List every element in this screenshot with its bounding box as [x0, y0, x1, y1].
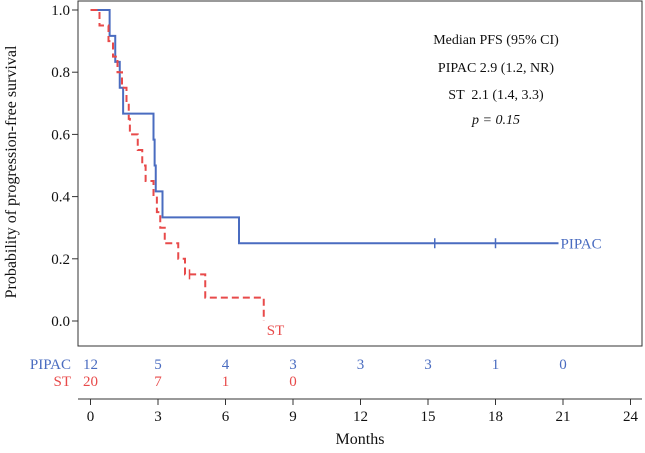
- y-tick-label: 0.0: [51, 314, 70, 330]
- y-tick-label: 0.2: [51, 252, 70, 268]
- p-value: p = 0.15: [471, 113, 520, 128]
- x-tick-label: 12: [353, 409, 368, 425]
- curve-st: [90, 9, 265, 321]
- x-tick-label: 0: [87, 409, 95, 425]
- risk-count-pipac: 1: [492, 357, 500, 373]
- series-end-label-pipac: PIPAC: [561, 236, 602, 252]
- risk-count-st: 7: [154, 374, 162, 390]
- number-at-risk-table: PIPAC 12 5 4 3 3 3 1 0 ST 20 7 1 0: [30, 357, 567, 390]
- x-tick-label: 3: [154, 409, 162, 425]
- risk-count-st: 0: [289, 374, 297, 390]
- x-tick-label: 15: [421, 409, 436, 425]
- y-tick-label: 0.4: [51, 190, 70, 206]
- risk-count-st: 20: [83, 374, 98, 390]
- y-axis-title: Probability of progression-free survival: [3, 45, 20, 298]
- x-tick-label: 24: [623, 409, 639, 425]
- risk-count-pipac: 0: [559, 357, 567, 373]
- x-tick-label: 18: [488, 409, 503, 425]
- x-axis-title: Months: [336, 431, 385, 448]
- risk-count-pipac: 3: [357, 357, 365, 373]
- risk-count-pipac: 3: [424, 357, 432, 373]
- median-pfs-header: Median PFS (95% CI): [433, 33, 559, 48]
- series-end-label-st: ST: [267, 323, 285, 339]
- y-tick-label: 0.8: [51, 65, 70, 81]
- median-pfs-pipac: PIPAC 2.9 (1.2, NR): [438, 61, 555, 76]
- y-tick-label: 0.6: [51, 127, 70, 143]
- survival-curves: PIPAC ST: [90, 9, 602, 339]
- median-pfs-st: ST 2.1 (1.4, 3.3): [448, 88, 544, 103]
- risk-row-label-st: ST: [53, 374, 71, 390]
- x-tick-label: 9: [289, 409, 297, 425]
- risk-row-label-pipac: PIPAC: [30, 357, 71, 373]
- risk-count-pipac: 5: [154, 357, 162, 373]
- risk-count-pipac: 3: [289, 357, 297, 373]
- y-axis-ticks: 0.0 0.2 0.4 0.6 0.8 1.0: [51, 3, 78, 330]
- plot-frame: [77, 0, 643, 347]
- x-tick-label: 6: [222, 409, 230, 425]
- x-axis-ticks: 0 3 6 9 12 15 18 21 24: [87, 399, 639, 425]
- x-tick-label: 21: [556, 409, 571, 425]
- risk-count-pipac: 12: [83, 357, 98, 373]
- curve-pipac: [90, 9, 559, 245]
- risk-count-st: 1: [222, 374, 230, 390]
- risk-count-pipac: 4: [222, 357, 230, 373]
- y-tick-label: 1.0: [51, 3, 70, 19]
